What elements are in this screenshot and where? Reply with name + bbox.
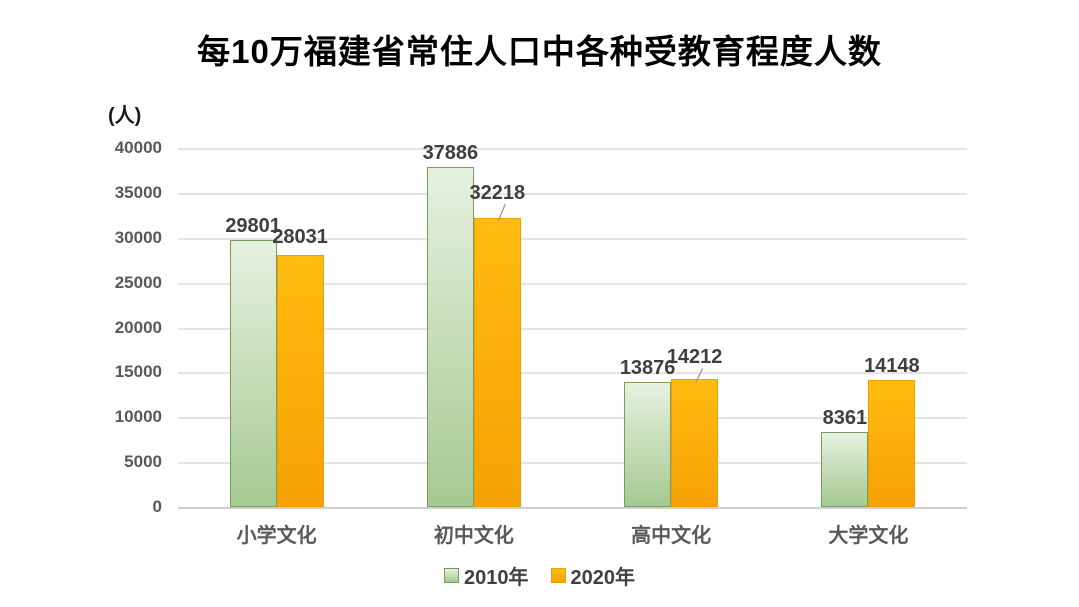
legend-swatch-series1 [444, 567, 459, 583]
bar-series1-cat1 [229, 239, 277, 507]
gridline-20000 [178, 327, 967, 330]
x-axis-label-cat2: 初中文化 [433, 525, 514, 547]
plot-area: 29801 28031 37886 32218 13876 14212 8361 14148 [178, 143, 967, 509]
bar-series1-cat3 [624, 382, 672, 507]
y-tick-label-5000: 5000 [124, 452, 162, 472]
chart-title: 每10万福建省常住人口中各种受教育程度人数 [197, 33, 882, 70]
value-label-series1-cat4: 8361 [822, 406, 868, 429]
bar-series2-cat3 [671, 379, 719, 507]
bar-series2-cat2 [473, 217, 521, 507]
y-tick-label-15000: 15000 [114, 362, 162, 382]
value-label-series2-cat4: 14148 [864, 355, 920, 378]
value-label-series2-cat3: 14212 [666, 346, 723, 369]
gridline-30000 [178, 237, 967, 240]
legend-label-series1: 2010年 [464, 566, 529, 589]
x-axis-label-cat1: 小学文化 [236, 525, 317, 547]
y-tick-label-0: 0 [152, 497, 162, 516]
value-label-series1-cat2: 37886 [422, 141, 479, 164]
y-tick-label-35000: 35000 [114, 182, 162, 202]
legend-label-series2: 2020年 [570, 566, 636, 589]
gridline-10000 [178, 417, 967, 420]
legend: 2010年 2020年 [0, 561, 1079, 589]
gridline-15000 [178, 372, 967, 375]
bar-series1-cat2 [426, 166, 474, 507]
bar-series1-cat4 [821, 431, 869, 507]
y-tick-label-10000: 10000 [114, 407, 162, 427]
gridline-5000 [178, 462, 967, 465]
x-axis-labels: 小学文化 初中文化 高中文化 大学文化 [178, 524, 967, 550]
y-axis-unit-label: (人) [108, 105, 142, 127]
y-tick-label-40000: 40000 [114, 138, 162, 157]
gridline-35000 [178, 192, 967, 195]
legend-item-series1: 2010年 [444, 561, 529, 590]
value-label-series1-cat1: 29801 [225, 214, 281, 237]
y-tick-label-30000: 30000 [114, 227, 162, 247]
value-label-series2-cat1: 28031 [272, 226, 328, 249]
legend-item-series2: 2020年 [550, 561, 636, 590]
legend-swatch-series2 [550, 567, 566, 583]
x-axis-label-cat3: 高中文化 [631, 525, 712, 547]
value-label-series1-cat3: 13876 [619, 357, 676, 380]
gridline-40000 [178, 148, 967, 150]
gridline-25000 [178, 282, 967, 285]
gridline-0 [178, 507, 967, 509]
bar-series2-cat4 [868, 380, 916, 507]
x-axis-label-cat4: 大学文化 [828, 525, 909, 547]
bar-series2-cat1 [276, 255, 324, 507]
value-label-series2-cat2: 32218 [469, 181, 526, 204]
y-tick-label-20000: 20000 [114, 317, 162, 337]
y-tick-label-25000: 25000 [114, 272, 162, 292]
